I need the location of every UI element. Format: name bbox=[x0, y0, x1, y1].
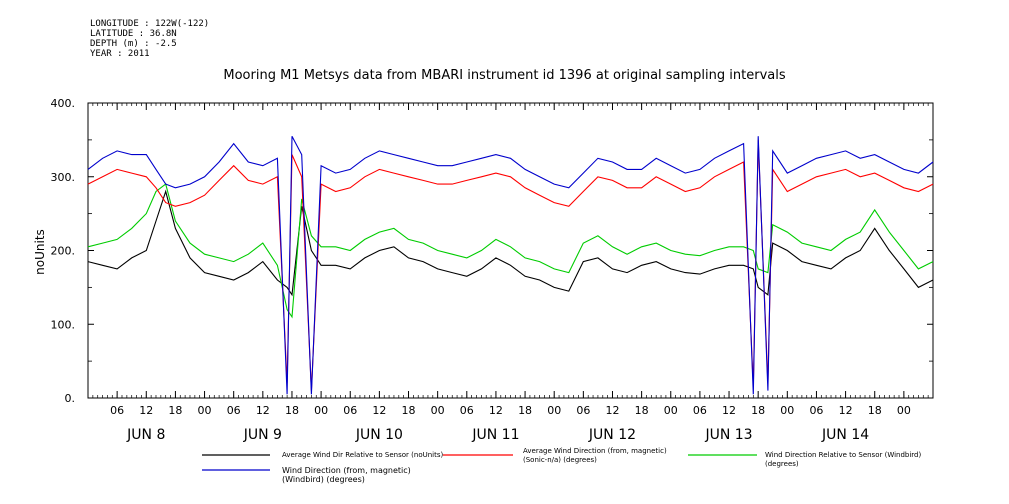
x-tick-label: 18 bbox=[751, 404, 765, 417]
x-tick-label: 12 bbox=[605, 404, 619, 417]
x-tick-label: 00 bbox=[780, 404, 794, 417]
longitude-text: LONGITUDE : 122W(-122) bbox=[90, 19, 210, 29]
x-tick-label: 06 bbox=[343, 404, 357, 417]
x-tick-label: 12 bbox=[256, 404, 270, 417]
legend-label-0: Average Wind Dir Relative to Sensor (noU… bbox=[282, 451, 444, 459]
x-tick-label: 18 bbox=[402, 404, 416, 417]
x-tick-label: 06 bbox=[110, 404, 124, 417]
x-tick-label: 18 bbox=[518, 404, 532, 417]
legend-label-2: Wind Direction Relative to Sensor (Windb… bbox=[765, 451, 922, 468]
latitude-text: LATITUDE : 36.8N bbox=[90, 29, 177, 39]
y-axis-label: noUnits bbox=[33, 229, 47, 275]
chart-title: Mooring M1 Metsys data from MBARI instru… bbox=[223, 68, 786, 83]
y-tick-label: 200. bbox=[51, 245, 76, 258]
day-label: JUN 8 bbox=[126, 427, 165, 443]
day-label: JUN 9 bbox=[243, 427, 282, 443]
x-tick-label: 12 bbox=[489, 404, 503, 417]
legend-label-1: Average Wind Direction (from, magnetic) … bbox=[523, 447, 667, 464]
y-tick-label: 400. bbox=[51, 97, 76, 110]
x-tick-label: 06 bbox=[227, 404, 241, 417]
series-line-0 bbox=[87, 189, 934, 297]
x-tick-label: 00 bbox=[431, 404, 445, 417]
x-tick-label: 18 bbox=[168, 404, 182, 417]
x-tick-label: 12 bbox=[839, 404, 853, 417]
day-label: JUN 13 bbox=[704, 427, 752, 443]
day-label: JUN 12 bbox=[588, 427, 636, 443]
x-tick-label: 12 bbox=[372, 404, 386, 417]
x-tick-label: 18 bbox=[868, 404, 882, 417]
x-tick-label: 18 bbox=[285, 404, 299, 417]
y-tick-label: 0. bbox=[65, 392, 76, 405]
x-tick-label: 00 bbox=[198, 404, 212, 417]
x-tick-label: 00 bbox=[664, 404, 678, 417]
series-line-2 bbox=[87, 183, 934, 319]
x-tick-label: 06 bbox=[576, 404, 590, 417]
y-tick-label: 100. bbox=[51, 318, 76, 331]
day-label: JUN 11 bbox=[471, 427, 519, 443]
x-tick-label: 12 bbox=[722, 404, 736, 417]
plot-frame bbox=[87, 102, 934, 399]
year-text: YEAR : 2011 bbox=[90, 49, 150, 59]
x-tick-label: 12 bbox=[139, 404, 153, 417]
metadata-block: LONGITUDE : 122W(-122) LATITUDE : 36.8N … bbox=[90, 19, 209, 59]
series-line-1 bbox=[87, 139, 934, 391]
x-tick-label: 00 bbox=[314, 404, 328, 417]
x-tick-label: 00 bbox=[897, 404, 911, 417]
depth-text: DEPTH (m) : -2.5 bbox=[90, 39, 177, 49]
legend-label-3: Wind Direction (from, magnetic) (Windbir… bbox=[282, 466, 411, 484]
x-tick-label: 18 bbox=[635, 404, 649, 417]
day-label: JUN 10 bbox=[355, 427, 403, 443]
y-tick-label: 300. bbox=[51, 171, 76, 184]
series-line-3 bbox=[87, 135, 934, 395]
x-tick-label: 06 bbox=[460, 404, 474, 417]
x-tick-label: 06 bbox=[693, 404, 707, 417]
x-tick-label: 06 bbox=[809, 404, 823, 417]
x-tick-label: 00 bbox=[547, 404, 561, 417]
day-label: JUN 14 bbox=[821, 427, 869, 443]
